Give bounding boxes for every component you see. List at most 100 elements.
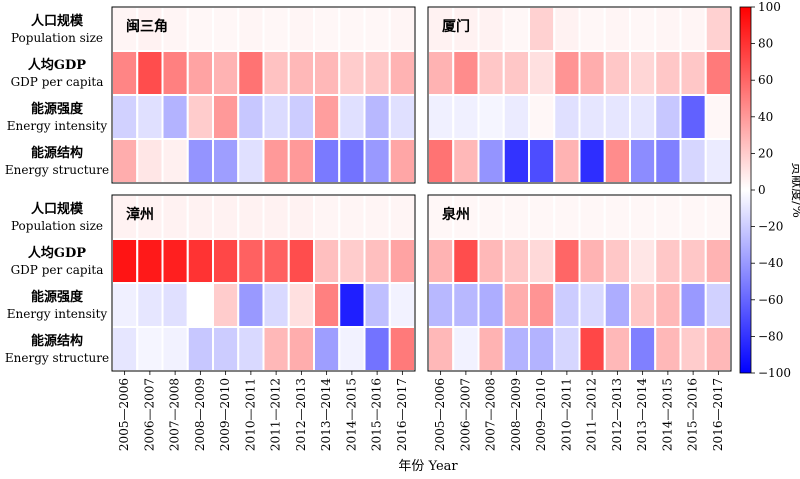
heatmap-cell [136, 326, 164, 372]
heatmap-cell [578, 194, 606, 240]
heatmap-cell [679, 138, 707, 184]
panel-4: 泉州 [427, 194, 732, 372]
heatmap-cell [388, 6, 416, 52]
panel-title: 漳州 [126, 206, 154, 223]
heatmap-cell [363, 6, 391, 52]
heatmap-cell [186, 194, 214, 240]
heatmap-cell [452, 138, 480, 184]
heatmap-cell [212, 138, 240, 184]
heatmap-cell [578, 94, 606, 140]
factor-label-en: Energy intensity [7, 119, 108, 133]
heatmap-cell [528, 238, 556, 284]
heatmap-cell [363, 94, 391, 140]
colorbar-tick-label: 100 [758, 0, 781, 14]
heatmap-cell [262, 6, 290, 52]
heatmap-cell [237, 282, 265, 328]
heatmap-cell [111, 50, 139, 96]
heatmap-cell [654, 282, 682, 328]
x-tick-label: 2009—2010 [218, 378, 232, 451]
heatmap-cell [313, 94, 341, 140]
heatmap-cell [427, 138, 455, 184]
heatmap-cell [427, 282, 455, 328]
x-tick-label: 2014—2015 [660, 378, 674, 451]
heatmap-cell [578, 6, 606, 52]
heatmap-cell [502, 94, 530, 140]
heatmap-cell [262, 282, 290, 328]
heatmap-cell [477, 50, 505, 96]
heatmap-cell [477, 138, 505, 184]
heatmap-cell [388, 138, 416, 184]
heatmap-cell [287, 50, 315, 96]
heatmap-cell [704, 50, 732, 96]
x-tick-label: 2008—2009 [509, 378, 523, 451]
heatmap-cell [528, 194, 556, 240]
heatmap-cell [629, 50, 657, 96]
heatmap-cell [287, 138, 315, 184]
factor-label-cn: 能源强度 [31, 101, 84, 117]
heatmap-cell [553, 94, 581, 140]
heatmap-cell [363, 194, 391, 240]
heatmap-cell [679, 50, 707, 96]
colorbar-tick-label: 80 [758, 37, 773, 51]
heatmap-cell [679, 238, 707, 284]
heatmap-cell [338, 50, 366, 96]
heatmap-cell [704, 138, 732, 184]
factor-label-cn: 能源结构 [31, 145, 83, 161]
heatmap-cell [679, 282, 707, 328]
heatmap-cell [477, 94, 505, 140]
x-tick-label: 2015—2016 [686, 378, 700, 451]
colorbar-tick-label: 20 [758, 146, 773, 160]
panel-2: 厦门 [427, 6, 732, 184]
heatmap-cell [111, 238, 139, 284]
heatmap-cell [654, 194, 682, 240]
heatmap-cell [186, 50, 214, 96]
panel-frame [111, 6, 416, 184]
heatmap-cell [629, 138, 657, 184]
heatmap-cell [528, 138, 556, 184]
x-tick-labels: 2005—2006 2006—2007 2007—2008 2008—2009 2009… [117, 371, 725, 451]
colorbar: 100 80 60 40 20 0 −20 −40 −60 −80 −100 贡献度/% [739, 0, 800, 380]
heatmap-cell [237, 238, 265, 284]
x-tick-label: 2013—2014 [635, 378, 649, 451]
heatmap-cell [338, 194, 366, 240]
heatmap-cell [111, 282, 139, 328]
heatmap-cell [136, 138, 164, 184]
panel-1: 闽三角 [111, 6, 416, 184]
heatmap-cell [502, 282, 530, 328]
heatmap-cell [161, 326, 189, 372]
heatmap-cell [338, 94, 366, 140]
heatmap-cell [388, 326, 416, 372]
x-tick-label: 2010—2011 [559, 378, 573, 451]
panel-title: 泉州 [442, 206, 470, 223]
heatmap-cell [338, 238, 366, 284]
heatmap-cell [704, 326, 732, 372]
factor-label-cn: 能源强度 [31, 289, 84, 305]
colorbar-tick-label: −80 [758, 329, 783, 343]
factor-label-cn: 人口规模 [31, 13, 84, 29]
heatmap-cell [553, 50, 581, 96]
heatmap-cell [186, 138, 214, 184]
heatmap-cell [553, 238, 581, 284]
x-axis-title: 年份 Year [398, 459, 458, 474]
heatmap-cell [603, 50, 631, 96]
heatmap-cell [111, 326, 139, 372]
factor-label-en: Population size [11, 31, 103, 45]
heatmap-cell [654, 50, 682, 96]
heatmap-cell [313, 138, 341, 184]
colorbar-ticks: 100 80 60 40 20 0 −20 −40 −60 −80 −100 [751, 0, 791, 380]
x-tick-label: 2016—2017 [395, 378, 409, 451]
heatmap-cell [212, 282, 240, 328]
panel-frame [427, 6, 732, 184]
heatmap-cell [578, 138, 606, 184]
heatmap-cell [452, 326, 480, 372]
heatmap-cell [111, 194, 139, 240]
heatmap-cell [578, 326, 606, 372]
heatmap-cell [161, 194, 189, 240]
heatmap-cell [212, 94, 240, 140]
heatmap-cell [287, 94, 315, 140]
heatmap-cell [161, 50, 189, 96]
x-tick-label: 2005—2006 [433, 378, 447, 451]
heatmap-cell [629, 282, 657, 328]
